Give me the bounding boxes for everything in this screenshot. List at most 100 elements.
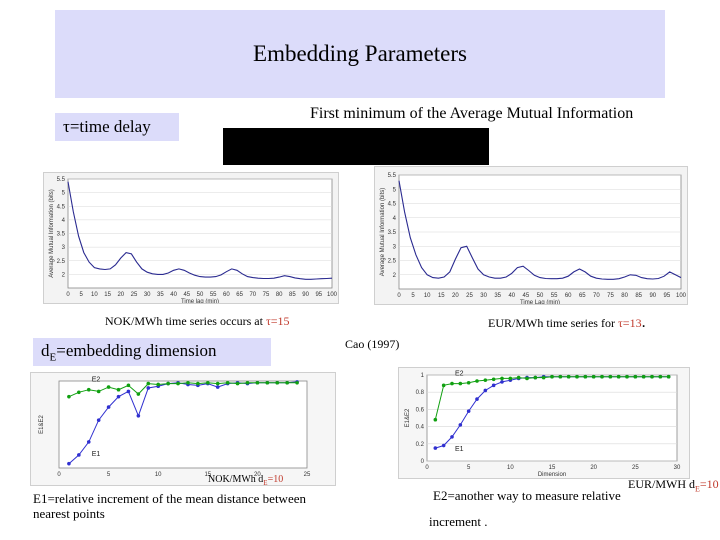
y-tick-label: 1: [421, 373, 425, 379]
data-point-e2: [156, 382, 160, 387]
data-point-e1: [450, 435, 454, 439]
data-point-e2: [136, 392, 141, 396]
x-tick-label: 50: [537, 293, 544, 299]
x-tick-label: 85: [635, 293, 642, 299]
data-point-e1: [433, 446, 438, 450]
data-point-e2: [245, 380, 250, 385]
data-point-e2: [550, 374, 554, 379]
data-point-e2: [458, 381, 463, 386]
x-tick-label: 5: [80, 292, 84, 298]
eur-de-value: E=10: [695, 477, 719, 494]
nok-de-caption-text: NOK/MWh d: [208, 474, 264, 485]
data-point-e2: [166, 381, 170, 386]
data-point-e2: [67, 394, 71, 399]
x-tick-label: 10: [155, 472, 162, 478]
y-tick-label: 0.4: [416, 425, 425, 431]
x-tick-label: 0: [397, 293, 401, 299]
x-tick-label: 90: [649, 293, 656, 299]
nok-tau-caption-text: NOK/MWh time series occurs at: [105, 314, 266, 328]
data-point-e1: [86, 440, 91, 444]
x-tick-label: 0: [425, 465, 429, 471]
data-point-e1: [483, 388, 488, 393]
x-tick-label: 80: [276, 292, 283, 298]
y-tick-label: 5: [393, 187, 397, 193]
data-point-e1: [458, 423, 463, 427]
data-point-e2: [641, 374, 646, 379]
cao-nok-panel: 0 5 10 15 20 25 E1&E2 E1 E2: [30, 372, 336, 486]
data-point-e1: [67, 461, 71, 466]
tau-label: τ=time delay: [63, 117, 151, 136]
data-point-e2: [666, 374, 671, 379]
data-point-e2: [106, 385, 111, 389]
data-point-e2: [206, 380, 210, 385]
x-tick-label: 25: [304, 472, 311, 478]
data-point-e2: [285, 380, 289, 385]
data-point-e2: [591, 374, 596, 379]
data-point-e2: [186, 380, 190, 385]
x-tick-label: 20: [452, 293, 459, 299]
x-tick-label: 45: [523, 293, 530, 299]
x-tick-label: 75: [607, 293, 614, 299]
e2-note-line2: increment .: [429, 514, 488, 529]
x-tick-label: 70: [593, 293, 600, 299]
data-point-e2: [525, 376, 529, 381]
data-point-e2: [516, 375, 521, 380]
data-point-e2: [441, 383, 446, 388]
x-tick-label: 20: [254, 472, 261, 478]
x-tick-label: 50: [197, 292, 204, 298]
ami-eur-chart: 0 5 10 15 20 25 30 35 40 45 50 55 60 65 70 75 80 85 90 95 10…: [380, 173, 687, 306]
y-tick-label: 0.8: [416, 390, 425, 396]
data-point-e2: [541, 375, 546, 380]
data-point-e2: [433, 417, 438, 422]
x-tick-label: 30: [144, 292, 151, 298]
y-axis-label: E1&E2: [39, 415, 45, 434]
de-label-d: d: [41, 340, 50, 360]
data-point-e1: [466, 409, 471, 413]
data-point-e1: [491, 383, 496, 388]
data-point-e2: [600, 374, 604, 379]
y-tick-label: 4: [393, 216, 397, 222]
x-tick-label: 75: [263, 292, 270, 298]
eur-de-value-text: =10: [699, 477, 719, 491]
data-point-e2: [77, 390, 81, 395]
data-point-e1: [116, 394, 121, 399]
data-point-e2: [146, 381, 151, 386]
y-tick-label: 4.5: [388, 202, 397, 208]
x-tick-label: 60: [223, 292, 230, 298]
x-tick-label: 85: [289, 292, 296, 298]
x-tick-label: 25: [131, 292, 138, 298]
y-tick-label: 5: [62, 191, 66, 197]
y-tick-label: 3.5: [388, 230, 397, 236]
data-point-e2: [176, 381, 180, 386]
data-point-e2: [126, 383, 131, 388]
x-tick-label: 10: [91, 292, 98, 298]
nok-de-caption: NOK/MWh dE=10: [208, 474, 283, 487]
nok-tau-value: τ=15: [265, 314, 290, 328]
data-point-e2: [658, 374, 663, 379]
x-axis-label: Time lag (min): [181, 299, 219, 303]
ami-nok-panel: 0 5 10 15 20 25 30 35 40 45 50 55 60 65 70 75 80 85 90 95 10…: [43, 172, 339, 305]
x-tick-label: 10: [507, 465, 514, 471]
ami-eur-panel: 0 5 10 15 20 25 30 35 40 45 50 55 60 65 70 75 80 85 90 95 10…: [374, 166, 688, 306]
x-tick-label: 0: [66, 292, 70, 298]
series-label-e2: E2: [455, 371, 464, 378]
ami-nok-chart: 0 5 10 15 20 25 30 35 40 45 50 55 60 65 70 75 80 85 90 95 10…: [49, 177, 338, 305]
cao-reference: Cao (1997): [345, 337, 400, 351]
data-point-e2: [583, 374, 588, 379]
x-tick-label: 0: [57, 472, 61, 478]
ami-heading: First minimum of the Average Mutual Info…: [310, 105, 634, 122]
y-tick-label: 4: [62, 218, 66, 224]
x-tick-label: 100: [327, 292, 338, 298]
x-tick-label: 40: [508, 293, 515, 299]
data-point-e2: [491, 377, 496, 382]
x-tick-label: 80: [621, 293, 628, 299]
data-point-e2: [235, 381, 240, 386]
x-tick-label: 70: [249, 292, 256, 298]
data-point-e2: [500, 376, 504, 381]
eur-tau-caption-text: EUR/MWh time series for: [488, 316, 618, 330]
y-tick-label: 3: [393, 244, 397, 250]
data-point-e2: [625, 374, 629, 379]
x-tick-label: 40: [170, 292, 177, 298]
x-tick-label: 15: [549, 465, 556, 471]
eur-de-sub: E: [695, 484, 700, 494]
